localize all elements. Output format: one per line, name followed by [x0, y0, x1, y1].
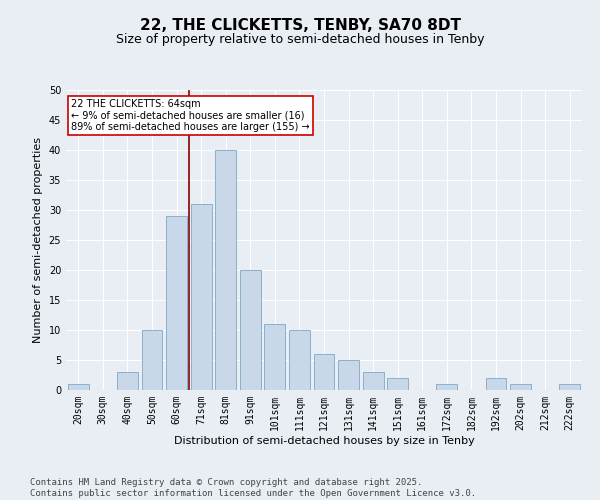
- Bar: [240, 270, 261, 390]
- Bar: [559, 384, 580, 390]
- Text: Contains HM Land Registry data © Crown copyright and database right 2025.
Contai: Contains HM Land Registry data © Crown c…: [30, 478, 476, 498]
- X-axis label: Distribution of semi-detached houses by size in Tenby: Distribution of semi-detached houses by …: [173, 436, 475, 446]
- Bar: [191, 204, 212, 390]
- Bar: [142, 330, 163, 390]
- Bar: [289, 330, 310, 390]
- Bar: [510, 384, 531, 390]
- Text: 22, THE CLICKETTS, TENBY, SA70 8DT: 22, THE CLICKETTS, TENBY, SA70 8DT: [139, 18, 461, 32]
- Bar: [215, 150, 236, 390]
- Bar: [436, 384, 457, 390]
- Text: 22 THE CLICKETTS: 64sqm
← 9% of semi-detached houses are smaller (16)
89% of sem: 22 THE CLICKETTS: 64sqm ← 9% of semi-det…: [71, 99, 310, 132]
- Bar: [68, 384, 89, 390]
- Bar: [338, 360, 359, 390]
- Bar: [362, 372, 383, 390]
- Y-axis label: Number of semi-detached properties: Number of semi-detached properties: [33, 137, 43, 343]
- Bar: [314, 354, 334, 390]
- Text: Size of property relative to semi-detached houses in Tenby: Size of property relative to semi-detach…: [116, 32, 484, 46]
- Bar: [117, 372, 138, 390]
- Bar: [485, 378, 506, 390]
- Bar: [387, 378, 408, 390]
- Bar: [265, 324, 286, 390]
- Bar: [166, 216, 187, 390]
